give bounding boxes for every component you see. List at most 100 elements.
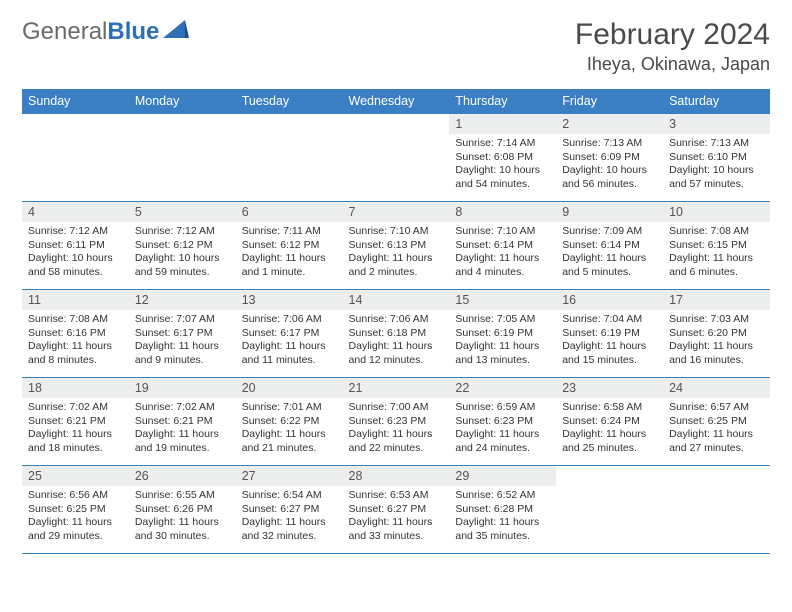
weekday-header-row: Sunday Monday Tuesday Wednesday Thursday…: [22, 89, 770, 114]
calendar-row: 25Sunrise: 6:56 AMSunset: 6:25 PMDayligh…: [22, 466, 770, 554]
weekday-header: Monday: [129, 89, 236, 114]
day-number: 9: [556, 202, 663, 222]
calendar-cell: 10Sunrise: 7:08 AMSunset: 6:15 PMDayligh…: [663, 202, 770, 290]
day-info: Sunrise: 7:05 AMSunset: 6:19 PMDaylight:…: [449, 310, 556, 372]
calendar-cell: 23Sunrise: 6:58 AMSunset: 6:24 PMDayligh…: [556, 378, 663, 466]
day-number: 24: [663, 378, 770, 398]
calendar-row: 1Sunrise: 7:14 AMSunset: 6:08 PMDaylight…: [22, 114, 770, 202]
day-number: 1: [449, 114, 556, 134]
calendar-cell: 29Sunrise: 6:52 AMSunset: 6:28 PMDayligh…: [449, 466, 556, 554]
calendar-cell: 15Sunrise: 7:05 AMSunset: 6:19 PMDayligh…: [449, 290, 556, 378]
day-number: 27: [236, 466, 343, 486]
day-info: Sunrise: 7:13 AMSunset: 6:10 PMDaylight:…: [663, 134, 770, 196]
day-info: Sunrise: 7:02 AMSunset: 6:21 PMDaylight:…: [22, 398, 129, 460]
day-number: 5: [129, 202, 236, 222]
weekday-header: Friday: [556, 89, 663, 114]
logo: GeneralBlue: [22, 18, 189, 46]
calendar-cell: 26Sunrise: 6:55 AMSunset: 6:26 PMDayligh…: [129, 466, 236, 554]
triangle-icon: [163, 20, 189, 45]
calendar-cell: 11Sunrise: 7:08 AMSunset: 6:16 PMDayligh…: [22, 290, 129, 378]
calendar-cell: 5Sunrise: 7:12 AMSunset: 6:12 PMDaylight…: [129, 202, 236, 290]
day-info: Sunrise: 7:14 AMSunset: 6:08 PMDaylight:…: [449, 134, 556, 196]
calendar-cell: [22, 114, 129, 202]
day-number: 6: [236, 202, 343, 222]
weekday-header: Sunday: [22, 89, 129, 114]
day-info: Sunrise: 7:02 AMSunset: 6:21 PMDaylight:…: [129, 398, 236, 460]
calendar-cell: 24Sunrise: 6:57 AMSunset: 6:25 PMDayligh…: [663, 378, 770, 466]
calendar-cell: 27Sunrise: 6:54 AMSunset: 6:27 PMDayligh…: [236, 466, 343, 554]
day-number: 21: [343, 378, 450, 398]
month-title: February 2024: [575, 18, 770, 52]
calendar-cell: 13Sunrise: 7:06 AMSunset: 6:17 PMDayligh…: [236, 290, 343, 378]
day-number: 23: [556, 378, 663, 398]
day-info: Sunrise: 7:11 AMSunset: 6:12 PMDaylight:…: [236, 222, 343, 284]
calendar-cell: [343, 114, 450, 202]
day-info: Sunrise: 7:01 AMSunset: 6:22 PMDaylight:…: [236, 398, 343, 460]
header: GeneralBlue February 2024 Iheya, Okinawa…: [22, 18, 770, 75]
calendar-cell: 14Sunrise: 7:06 AMSunset: 6:18 PMDayligh…: [343, 290, 450, 378]
day-number: 13: [236, 290, 343, 310]
calendar-row: 18Sunrise: 7:02 AMSunset: 6:21 PMDayligh…: [22, 378, 770, 466]
calendar-cell: 21Sunrise: 7:00 AMSunset: 6:23 PMDayligh…: [343, 378, 450, 466]
day-number: 25: [22, 466, 129, 486]
logo-text-general: General: [22, 18, 107, 45]
day-number: 15: [449, 290, 556, 310]
day-info: Sunrise: 7:00 AMSunset: 6:23 PMDaylight:…: [343, 398, 450, 460]
day-info: Sunrise: 6:52 AMSunset: 6:28 PMDaylight:…: [449, 486, 556, 548]
day-number: 29: [449, 466, 556, 486]
day-info: Sunrise: 6:56 AMSunset: 6:25 PMDaylight:…: [22, 486, 129, 548]
calendar-cell: 3Sunrise: 7:13 AMSunset: 6:10 PMDaylight…: [663, 114, 770, 202]
location: Iheya, Okinawa, Japan: [575, 54, 770, 75]
day-number: 20: [236, 378, 343, 398]
day-info: Sunrise: 7:10 AMSunset: 6:14 PMDaylight:…: [449, 222, 556, 284]
day-info: Sunrise: 7:08 AMSunset: 6:16 PMDaylight:…: [22, 310, 129, 372]
day-info: Sunrise: 7:09 AMSunset: 6:14 PMDaylight:…: [556, 222, 663, 284]
day-number: 16: [556, 290, 663, 310]
day-info: Sunrise: 6:55 AMSunset: 6:26 PMDaylight:…: [129, 486, 236, 548]
calendar-cell: [236, 114, 343, 202]
day-info: Sunrise: 6:54 AMSunset: 6:27 PMDaylight:…: [236, 486, 343, 548]
day-number: 2: [556, 114, 663, 134]
calendar-cell: [129, 114, 236, 202]
weekday-header: Saturday: [663, 89, 770, 114]
day-info: Sunrise: 7:06 AMSunset: 6:17 PMDaylight:…: [236, 310, 343, 372]
day-info: Sunrise: 7:13 AMSunset: 6:09 PMDaylight:…: [556, 134, 663, 196]
calendar-table: Sunday Monday Tuesday Wednesday Thursday…: [22, 89, 770, 554]
logo-text-blue: Blue: [107, 18, 159, 45]
day-number: 4: [22, 202, 129, 222]
calendar-cell: 17Sunrise: 7:03 AMSunset: 6:20 PMDayligh…: [663, 290, 770, 378]
day-number: 17: [663, 290, 770, 310]
day-info: Sunrise: 7:10 AMSunset: 6:13 PMDaylight:…: [343, 222, 450, 284]
calendar-cell: 18Sunrise: 7:02 AMSunset: 6:21 PMDayligh…: [22, 378, 129, 466]
day-info: Sunrise: 6:53 AMSunset: 6:27 PMDaylight:…: [343, 486, 450, 548]
day-info: Sunrise: 6:57 AMSunset: 6:25 PMDaylight:…: [663, 398, 770, 460]
calendar-body: 1Sunrise: 7:14 AMSunset: 6:08 PMDaylight…: [22, 114, 770, 554]
day-info: Sunrise: 7:06 AMSunset: 6:18 PMDaylight:…: [343, 310, 450, 372]
day-number: 28: [343, 466, 450, 486]
day-info: Sunrise: 7:12 AMSunset: 6:12 PMDaylight:…: [129, 222, 236, 284]
calendar-cell: [556, 466, 663, 554]
day-number: 26: [129, 466, 236, 486]
calendar-row: 11Sunrise: 7:08 AMSunset: 6:16 PMDayligh…: [22, 290, 770, 378]
calendar-cell: [663, 466, 770, 554]
day-info: Sunrise: 7:03 AMSunset: 6:20 PMDaylight:…: [663, 310, 770, 372]
calendar-cell: 8Sunrise: 7:10 AMSunset: 6:14 PMDaylight…: [449, 202, 556, 290]
calendar-cell: 16Sunrise: 7:04 AMSunset: 6:19 PMDayligh…: [556, 290, 663, 378]
day-number: 22: [449, 378, 556, 398]
calendar-row: 4Sunrise: 7:12 AMSunset: 6:11 PMDaylight…: [22, 202, 770, 290]
day-number: 18: [22, 378, 129, 398]
title-block: February 2024 Iheya, Okinawa, Japan: [575, 18, 770, 75]
day-info: Sunrise: 6:59 AMSunset: 6:23 PMDaylight:…: [449, 398, 556, 460]
day-number: 14: [343, 290, 450, 310]
weekday-header: Tuesday: [236, 89, 343, 114]
weekday-header: Wednesday: [343, 89, 450, 114]
calendar-cell: 28Sunrise: 6:53 AMSunset: 6:27 PMDayligh…: [343, 466, 450, 554]
calendar-cell: 20Sunrise: 7:01 AMSunset: 6:22 PMDayligh…: [236, 378, 343, 466]
calendar-cell: 1Sunrise: 7:14 AMSunset: 6:08 PMDaylight…: [449, 114, 556, 202]
day-info: Sunrise: 7:12 AMSunset: 6:11 PMDaylight:…: [22, 222, 129, 284]
day-info: Sunrise: 7:08 AMSunset: 6:15 PMDaylight:…: [663, 222, 770, 284]
day-number: 7: [343, 202, 450, 222]
calendar-cell: 25Sunrise: 6:56 AMSunset: 6:25 PMDayligh…: [22, 466, 129, 554]
day-info: Sunrise: 7:04 AMSunset: 6:19 PMDaylight:…: [556, 310, 663, 372]
weekday-header: Thursday: [449, 89, 556, 114]
